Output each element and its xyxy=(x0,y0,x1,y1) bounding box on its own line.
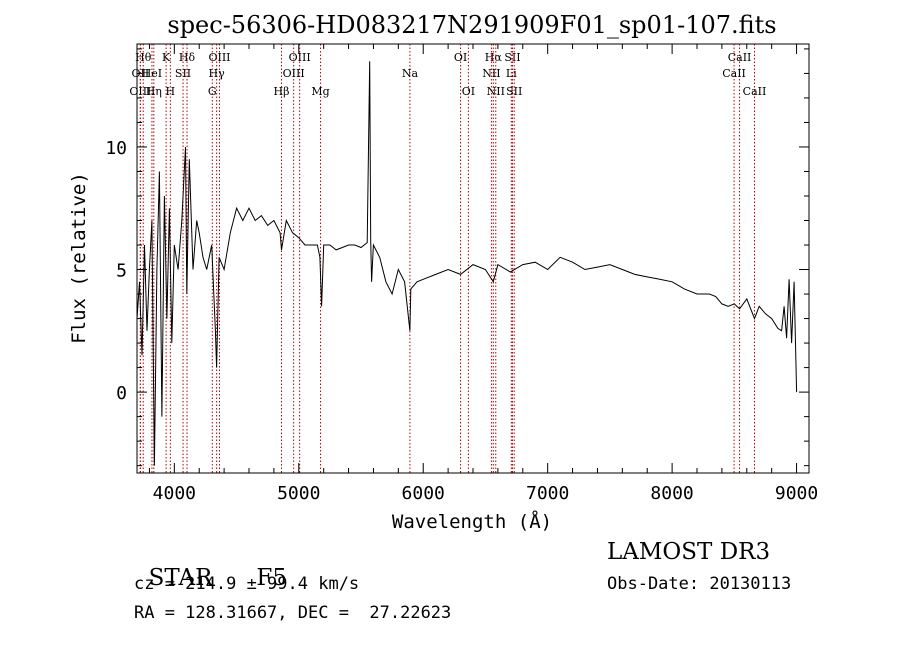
marker-label: CaII xyxy=(728,51,752,64)
y-tick-label: 0 xyxy=(116,383,127,404)
marker-label: Mg xyxy=(311,85,329,98)
redshift-info: cz = 214.9 ± 99.4 km/s xyxy=(134,574,360,594)
marker-label: Hη xyxy=(146,85,162,98)
marker-label: Hβ xyxy=(274,85,290,98)
series-line-spectrum xyxy=(136,61,798,466)
chart-title: spec-56306-HD083217N291909F01_sp01-107.f… xyxy=(167,11,776,39)
x-tick-label: 8000 xyxy=(650,483,693,504)
marker-label: H xyxy=(166,85,176,98)
y-tick-label: 10 xyxy=(105,138,127,159)
object-class-row: STAR F5 xyxy=(134,539,287,591)
y-axis-label: Flux (relative) xyxy=(68,172,90,344)
marker-label: OI xyxy=(454,51,467,64)
survey-name: LAMOST DR3 xyxy=(607,539,771,565)
marker-label: NII xyxy=(482,67,500,80)
marker-label: HeI xyxy=(142,67,162,80)
x-tick-label: 7000 xyxy=(526,483,569,504)
marker-label: Na xyxy=(402,67,419,80)
marker-label: SII xyxy=(506,85,522,98)
marker-label: Hδ xyxy=(179,51,196,64)
series-layer xyxy=(136,61,798,466)
marker-label: SII xyxy=(504,51,520,64)
marker-label: OIII xyxy=(283,67,305,80)
marker-label: SII xyxy=(175,67,191,80)
marker-label: NII xyxy=(487,85,505,98)
axis-ticks: 4000 5000 6000 7000 8000 9000 0 5 10 xyxy=(105,44,818,504)
marker-label: CaII xyxy=(743,85,767,98)
x-tick-label: 4000 xyxy=(153,483,196,504)
marker-label: CaII xyxy=(722,67,746,80)
marker-label: G xyxy=(208,85,217,98)
marker-label: Hγ xyxy=(209,67,226,80)
spectral-subclass: F5 xyxy=(256,565,287,591)
marker-label: OIII xyxy=(129,85,151,98)
marker-label: OI xyxy=(462,85,475,98)
marker-label: Hα xyxy=(485,51,503,64)
object-class: STAR xyxy=(148,565,213,591)
observation-date: Obs-Date: 20130113 xyxy=(607,574,792,594)
x-tick-label: 6000 xyxy=(402,483,445,504)
x-axis-label: Wavelength (Å) xyxy=(392,510,552,533)
marker-label: OIII xyxy=(208,51,230,64)
y-tick-label: 5 xyxy=(116,261,127,282)
marker-label: Li xyxy=(506,67,517,80)
marker-label: K xyxy=(162,51,171,64)
marker-label: Hθ xyxy=(135,51,152,64)
marker-label: OIII xyxy=(289,51,311,64)
plot-frame xyxy=(136,43,810,474)
x-tick-label: 9000 xyxy=(775,483,818,504)
x-tick-label: 5000 xyxy=(277,483,320,504)
coordinates-info: RA = 128.31667, DEC = 27.22623 xyxy=(134,603,452,623)
